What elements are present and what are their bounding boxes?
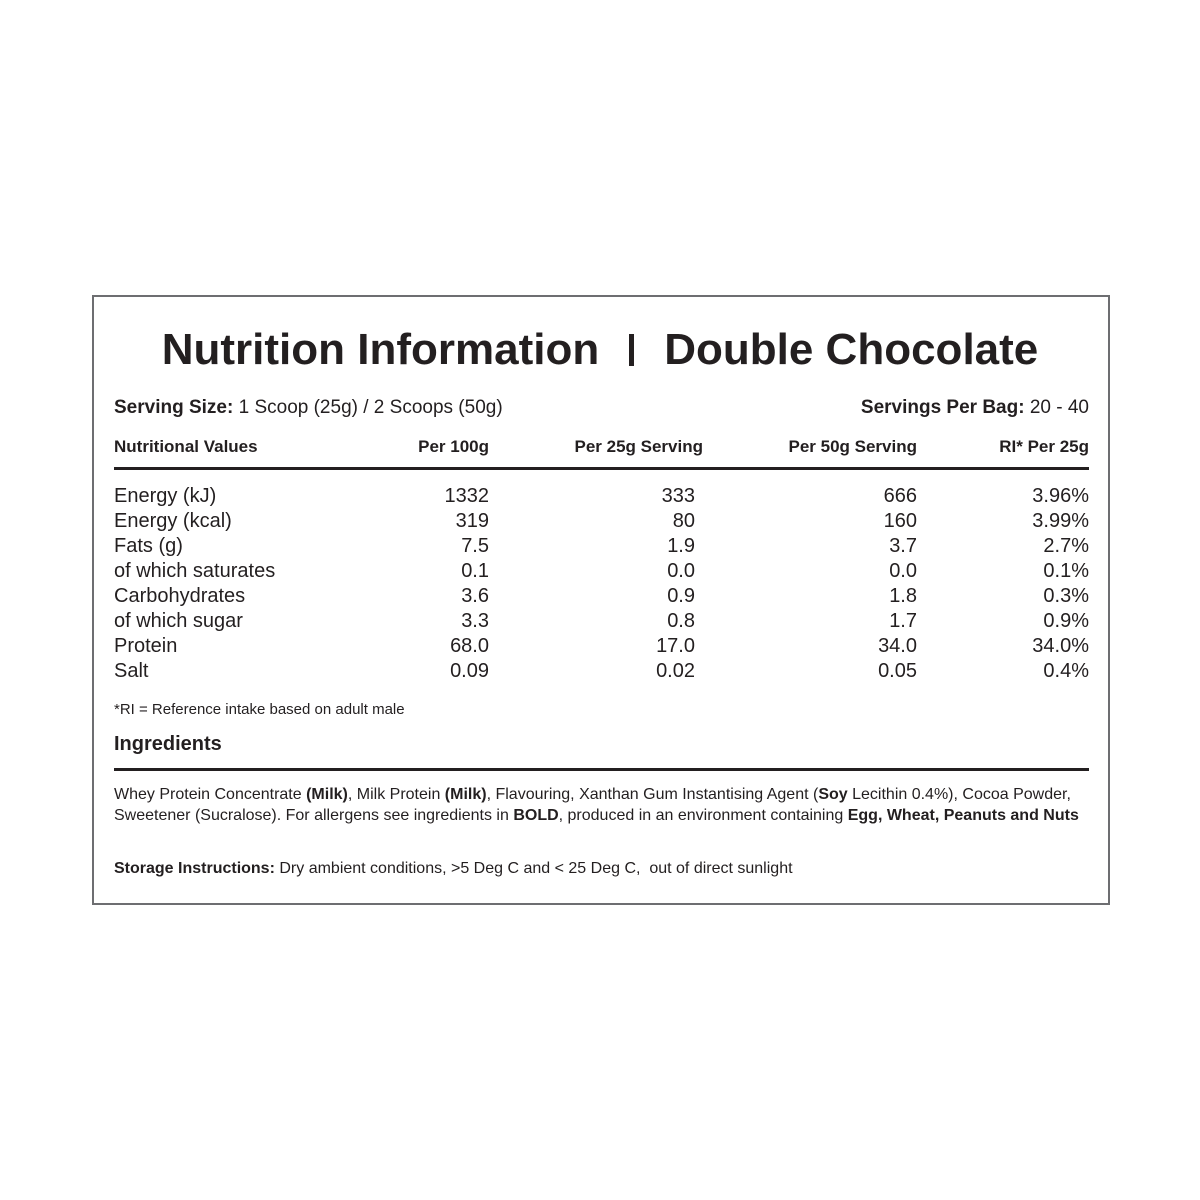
nutrient-value: 160: [883, 510, 917, 532]
nutrient-value: 3.96%: [1032, 485, 1089, 507]
nutrient-value: 0.8: [667, 610, 695, 632]
serving-size: Serving Size: 1 Scoop (25g) / 2 Scoops (…: [114, 397, 503, 419]
nutrient-value: 3.6: [461, 585, 489, 607]
nutrient-value: 1.8: [889, 585, 917, 607]
storage: Storage Instructions: Dry ambient condit…: [114, 860, 793, 878]
nutrient-name: Salt: [114, 660, 149, 682]
ingredients-rule: [114, 768, 1089, 771]
nutrient-value: 3.3: [461, 610, 489, 632]
nutrient-name: Fats (g): [114, 535, 183, 557]
column-header: RI* Per 25g: [999, 437, 1089, 456]
ingredients-text: Whey Protein Concentrate (Milk), Milk Pr…: [114, 784, 1094, 826]
value: Dry ambient conditions, >5 Deg C and < 2…: [279, 860, 793, 877]
value: 1 Scoop (25g) / 2 Scoops (50g): [238, 397, 503, 418]
title-right: Double Chocolate: [664, 325, 1039, 374]
nutrient-value: 319: [455, 510, 489, 532]
nutrient-value: 34.0: [878, 635, 917, 657]
nutrient-value: 0.0: [889, 560, 917, 582]
nutrient-value: 0.0: [667, 560, 695, 582]
nutrient-value: 0.1%: [1043, 560, 1089, 582]
ingredient-segment: (Milk): [306, 786, 348, 803]
nutrient-name: Energy (kJ): [114, 485, 217, 507]
header-rule: [114, 467, 1089, 470]
ingredient-segment: Whey Protein Concentrate: [114, 786, 307, 803]
nutrient-value: 0.4%: [1043, 660, 1089, 682]
nutrient-value: 0.05: [878, 660, 917, 682]
nutrient-value: 0.3%: [1043, 585, 1089, 607]
nutrient-value: 3.99%: [1032, 510, 1089, 532]
column-header: Nutritional Values: [114, 437, 258, 456]
ingredient-segment: , Flavouring, Xanthan Gum Instantising A…: [486, 786, 819, 803]
ingredient-segment: , produced in an environment containing: [558, 807, 848, 824]
nutrient-value: 3.7: [889, 535, 917, 557]
footnote: *RI = Reference intake based on adult ma…: [114, 701, 405, 718]
ingredient-segment: , Milk Protein: [347, 786, 445, 803]
nutrient-value: 7.5: [461, 535, 489, 557]
nutrient-value: 17.0: [656, 635, 695, 657]
ingredient-segment: Soy: [818, 786, 848, 803]
title-separator: [629, 334, 635, 366]
label: Storage Instructions:: [114, 860, 275, 877]
nutrient-name: of which saturates: [114, 560, 276, 582]
nutrient-value: 0.02: [656, 660, 695, 682]
nutrient-value: 68.0: [450, 635, 489, 657]
nutrient-name: Protein: [114, 635, 178, 657]
nutrient-value: 333: [661, 485, 695, 507]
ingredient-segment: (Milk): [444, 786, 487, 803]
label: Serving Size:: [114, 397, 234, 418]
value: 20 - 40: [1029, 397, 1089, 418]
nutrient-value: 0.1: [461, 560, 489, 582]
column-header: Per 50g Serving: [788, 437, 917, 456]
nutrient-name: Carbohydrates: [114, 585, 246, 607]
nutrient-name: of which sugar: [114, 610, 243, 632]
ingredient-segment: Lecithin 0.4%), Cocoa Powder, Sweetener …: [114, 786, 1076, 824]
nutrient-value: 1.7: [889, 610, 917, 632]
nutrient-value: 2.7%: [1043, 535, 1089, 557]
nutrient-value: 80: [672, 510, 695, 532]
nutrient-value: 0.9%: [1043, 610, 1089, 632]
nutrient-value: 666: [883, 485, 917, 507]
ingredient-segment: BOLD: [513, 807, 559, 824]
column-header: Per 100g: [418, 437, 489, 456]
ingredient-segment: Egg, Wheat, Peanuts and Nuts: [847, 807, 1079, 824]
nutrient-value: 1.9: [667, 535, 695, 557]
title: Nutrition Information Double Chocolate: [0, 325, 1200, 375]
column-header: Per 25g Serving: [574, 437, 703, 456]
nutrient-name: Energy (kcal): [114, 510, 232, 532]
nutrient-value: 0.09: [450, 660, 489, 682]
nutrient-value: 1332: [444, 485, 490, 507]
title-left: Nutrition Information: [161, 325, 600, 374]
panel-border: [92, 295, 1110, 905]
nutrient-value: 0.9: [667, 585, 695, 607]
servings-per-bag: Servings Per Bag: 20 - 40: [861, 397, 1089, 419]
ingredients-heading: Ingredients: [114, 733, 222, 755]
nutrient-value: 34.0%: [1032, 635, 1089, 657]
label: Servings Per Bag:: [860, 397, 1025, 418]
